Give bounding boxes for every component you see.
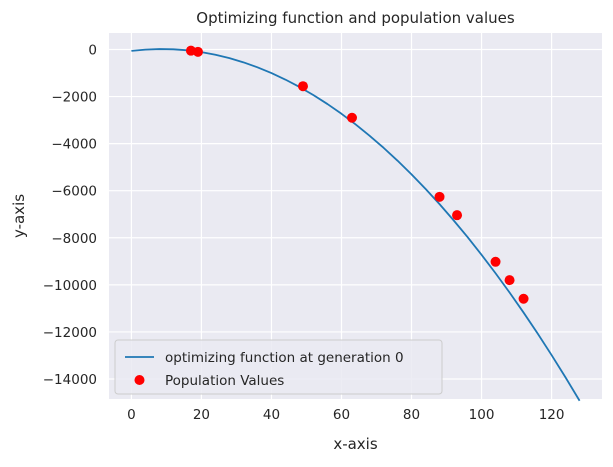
x-tick-label: 120 bbox=[539, 407, 565, 423]
population-point bbox=[297, 81, 308, 92]
y-tick-label: 0 bbox=[88, 42, 97, 58]
legend-label-population: Population Values bbox=[165, 373, 284, 389]
chart-title: Optimizing function and population value… bbox=[196, 9, 515, 27]
population-point bbox=[518, 293, 529, 304]
population-point bbox=[434, 191, 445, 202]
x-tick-label: 60 bbox=[333, 407, 350, 423]
y-tick-label: −6000 bbox=[51, 184, 97, 200]
y-tick-label: −10000 bbox=[43, 278, 97, 294]
y-tick-label: −2000 bbox=[51, 90, 97, 106]
y-tick-label: −8000 bbox=[51, 231, 97, 247]
tick-labels: 0 20 40 60 80 100 120 0 −2000 −4000 −6000 −8000 −100… bbox=[43, 42, 565, 423]
legend-label-function: optimizing function at generation 0 bbox=[165, 350, 404, 366]
legend-box bbox=[114, 339, 443, 395]
population-point bbox=[192, 46, 203, 57]
legend-scatter-marker bbox=[134, 375, 145, 385]
y-axis-label: y-axis bbox=[10, 194, 28, 238]
x-tick-label: 0 bbox=[127, 407, 136, 423]
population-point bbox=[452, 210, 463, 221]
plot-background bbox=[109, 33, 602, 399]
optimizing-function-line bbox=[131, 48, 581, 402]
y-tick-label: −12000 bbox=[43, 325, 97, 341]
data-layer bbox=[131, 45, 581, 402]
population-point bbox=[490, 256, 501, 267]
x-axis-label: x-axis bbox=[333, 435, 378, 453]
population-point bbox=[504, 275, 515, 286]
x-tick-label: 80 bbox=[403, 407, 420, 423]
population-point bbox=[346, 112, 357, 123]
legend: optimizing function at generation 0 Popu… bbox=[114, 339, 443, 395]
y-tick-label: −4000 bbox=[51, 137, 97, 153]
x-tick-label: 20 bbox=[193, 407, 210, 423]
y-tick-label: −14000 bbox=[43, 372, 97, 388]
x-tick-label: 100 bbox=[469, 407, 495, 423]
x-tick-label: 40 bbox=[263, 407, 280, 423]
